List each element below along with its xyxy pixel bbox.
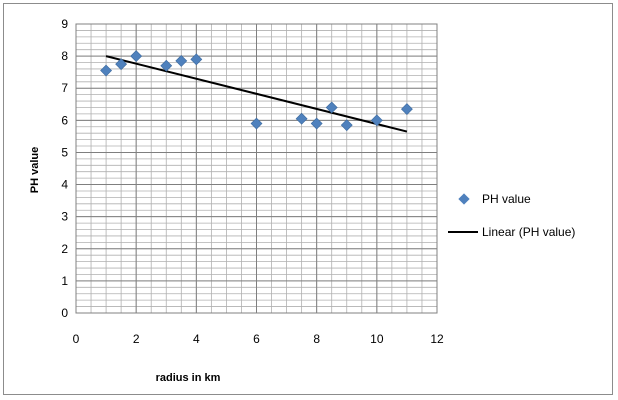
data-point bbox=[340, 119, 353, 132]
data-point bbox=[325, 101, 338, 114]
y-tick-label: 2 bbox=[61, 242, 68, 256]
data-point bbox=[175, 55, 188, 67]
data-point bbox=[190, 53, 203, 66]
trendline bbox=[105, 55, 408, 133]
data-point bbox=[295, 112, 308, 125]
series-layer bbox=[100, 50, 413, 133]
data-point bbox=[370, 114, 383, 127]
x-tick-label: 8 bbox=[313, 332, 320, 346]
data-point bbox=[115, 58, 128, 71]
y-tick-label: 6 bbox=[61, 113, 68, 127]
x-tick-label: 0 bbox=[73, 332, 80, 346]
data-point bbox=[310, 117, 323, 130]
y-tick-label: 4 bbox=[61, 178, 68, 192]
x-axis-tick-labels: 0 2 4 6 8 10 12 bbox=[73, 332, 444, 346]
x-tick-label: 6 bbox=[253, 332, 260, 346]
legend-label-linear-trendline: Linear (PH value) bbox=[482, 225, 575, 239]
major-gridlines bbox=[75, 23, 438, 314]
x-axis-title: radius in km bbox=[156, 372, 221, 384]
y-tick-label: 8 bbox=[61, 49, 68, 63]
legend-label-ph-value: PH value bbox=[482, 192, 531, 206]
x-tick-label: 4 bbox=[193, 332, 200, 346]
x-tick-label: 12 bbox=[430, 332, 444, 346]
y-tick-label: 5 bbox=[61, 145, 68, 159]
data-point bbox=[100, 64, 113, 77]
y-tick-label: 7 bbox=[61, 81, 68, 95]
x-tick-label: 2 bbox=[133, 332, 140, 346]
y-axis-title: PH value bbox=[29, 147, 41, 193]
y-tick-label: 3 bbox=[61, 210, 68, 224]
data-point bbox=[160, 59, 173, 72]
data-point bbox=[250, 117, 263, 130]
y-tick-label: 9 bbox=[61, 17, 68, 31]
y-axis-tick-labels: 0 1 2 3 4 5 6 7 8 9 bbox=[61, 17, 68, 320]
data-point bbox=[130, 50, 143, 63]
data-point bbox=[400, 103, 413, 116]
legend-marker-ph-value bbox=[458, 193, 470, 205]
y-tick-label: 1 bbox=[61, 274, 68, 288]
y-tick-label: 0 bbox=[61, 306, 68, 320]
x-tick-label: 10 bbox=[370, 332, 384, 346]
legend: PH value Linear (PH value) bbox=[448, 192, 575, 239]
plot-area-border bbox=[75, 23, 438, 314]
